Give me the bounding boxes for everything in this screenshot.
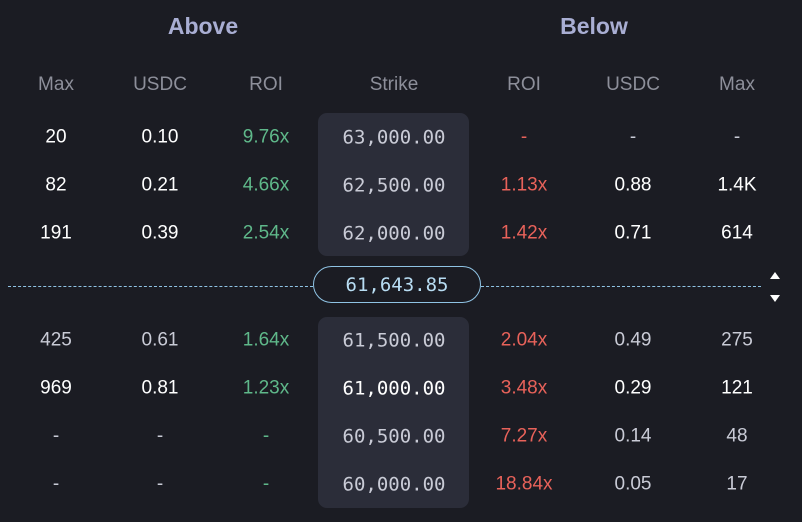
current-price-line-right — [481, 286, 761, 287]
below-roi-cell[interactable]: 18.84x — [495, 473, 553, 495]
below-max-header: Max — [719, 74, 755, 95]
below-max-cell: 48 — [726, 425, 748, 447]
above-max-header: Max — [38, 74, 74, 95]
current-price-pill: 61,643.85 — [313, 266, 481, 303]
current-price-line-left — [8, 286, 313, 287]
below-usdc-cell: - — [629, 126, 637, 148]
below-roi-cell[interactable]: 3.48x — [500, 377, 548, 399]
strike-cell: 60,500.00 — [342, 425, 446, 448]
below-roi-cell[interactable]: 1.13x — [500, 174, 548, 196]
above-roi-cell[interactable]: 2.54x — [242, 222, 290, 244]
above-roi-header: ROI — [249, 74, 283, 95]
above-usdc-cell: - — [156, 473, 164, 495]
above-roi-cell[interactable]: 1.64x — [242, 329, 290, 351]
below-max-cell: 614 — [721, 222, 753, 244]
below-usdc-cell: 0.29 — [614, 377, 652, 399]
below-roi-cell[interactable]: - — [520, 126, 528, 148]
strike-cell: 62,000.00 — [342, 222, 446, 245]
above-usdc-cell: - — [156, 425, 164, 447]
below-roi-cell[interactable]: 7.27x — [500, 425, 548, 447]
above-usdc-cell: 0.21 — [141, 174, 179, 196]
strike-header: Strike — [369, 74, 419, 95]
above-max-cell: 20 — [45, 126, 67, 148]
below-usdc-cell: 0.05 — [614, 473, 652, 495]
below-usdc-cell: 0.71 — [614, 222, 652, 244]
below-max-cell: 275 — [721, 329, 753, 351]
above-title: Above — [167, 13, 239, 39]
below-roi-header: ROI — [507, 74, 541, 95]
above-usdc-cell: 0.39 — [141, 222, 179, 244]
strike-cell: 63,000.00 — [342, 126, 446, 149]
below-roi-cell[interactable]: 1.42x — [500, 222, 548, 244]
strike-group-bottom — [318, 317, 469, 508]
above-roi-cell[interactable]: 1.23x — [242, 377, 290, 399]
above-roi-cell[interactable]: - — [262, 425, 270, 447]
above-max-cell: - — [52, 425, 60, 447]
below-max-cell: 17 — [726, 473, 748, 495]
above-roi-cell[interactable]: 9.76x — [242, 126, 290, 148]
above-max-cell: 425 — [40, 329, 72, 351]
above-max-cell: 82 — [45, 174, 67, 196]
below-max-cell: 1.4K — [717, 174, 757, 196]
strike-cell: 62,500.00 — [342, 174, 446, 197]
strike-cell: 61,500.00 — [342, 329, 446, 352]
above-usdc-header: USDC — [133, 74, 187, 95]
above-usdc-cell: 0.61 — [141, 329, 179, 351]
strike-group-top — [318, 113, 469, 256]
below-max-cell: - — [733, 126, 741, 148]
below-max-cell: 121 — [721, 377, 753, 399]
below-roi-cell[interactable]: 2.04x — [500, 329, 548, 351]
below-usdc-cell: 0.14 — [614, 425, 652, 447]
below-usdc-cell: 0.88 — [614, 174, 652, 196]
strike-cell: 60,000.00 — [342, 473, 446, 496]
below-title: Below — [560, 13, 628, 39]
above-roi-cell[interactable]: - — [262, 473, 270, 495]
above-usdc-cell: 0.81 — [141, 377, 179, 399]
above-roi-cell[interactable]: 4.66x — [242, 174, 290, 196]
triangle-down-icon[interactable] — [770, 295, 780, 302]
above-max-cell: 969 — [40, 377, 72, 399]
above-max-cell: - — [52, 473, 60, 495]
below-usdc-header: USDC — [606, 74, 660, 95]
above-usdc-cell: 0.10 — [141, 126, 179, 148]
strike-cell: 61,000.00 — [342, 377, 446, 400]
above-max-cell: 191 — [40, 222, 72, 244]
triangle-up-icon[interactable] — [770, 272, 780, 279]
below-usdc-cell: 0.49 — [614, 329, 652, 351]
